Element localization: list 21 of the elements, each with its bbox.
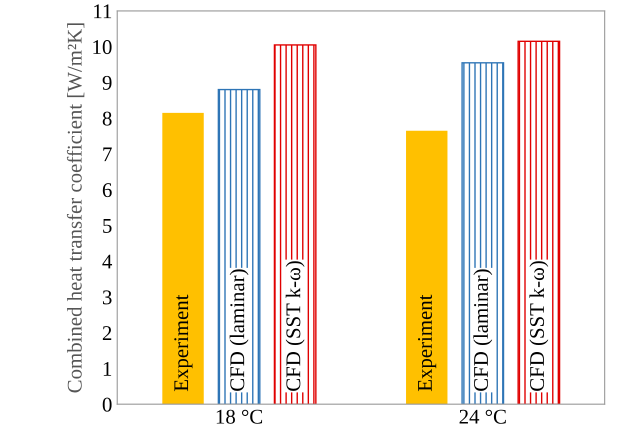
y-tick-label: 5 [103, 219, 112, 233]
x-tick-label: 24 °C [460, 410, 506, 424]
y-tick-label: 9 [102, 76, 112, 90]
y-tick-label: 10 [93, 40, 112, 54]
text: CFD (laminar) [473, 269, 492, 391]
y-axis-title: Combined heat transfer coefficient [W/m²K] [66, 23, 84, 392]
y-tick-label: 11 [94, 4, 112, 18]
series-label: CFD (laminar) [230, 269, 249, 391]
y-tick-label: 7 [103, 148, 112, 162]
y-tick-label: 8 [102, 112, 112, 126]
y-tick-label: 6 [102, 183, 112, 198]
y-tick-label: 4 [102, 254, 112, 268]
x-tick-label: 18 °C [216, 410, 262, 424]
series-label: CFD (SST k-ω) [286, 261, 305, 391]
y-tick-label: 0 [102, 398, 112, 412]
text: Experiment [174, 294, 192, 392]
y-tick-label: 3 [102, 290, 112, 304]
series-label: Experiment [418, 294, 436, 392]
text: CFD (SST k-ω) [529, 261, 548, 391]
y-tick-label: 1 [104, 362, 112, 376]
y-tick-label: 2 [102, 326, 112, 340]
